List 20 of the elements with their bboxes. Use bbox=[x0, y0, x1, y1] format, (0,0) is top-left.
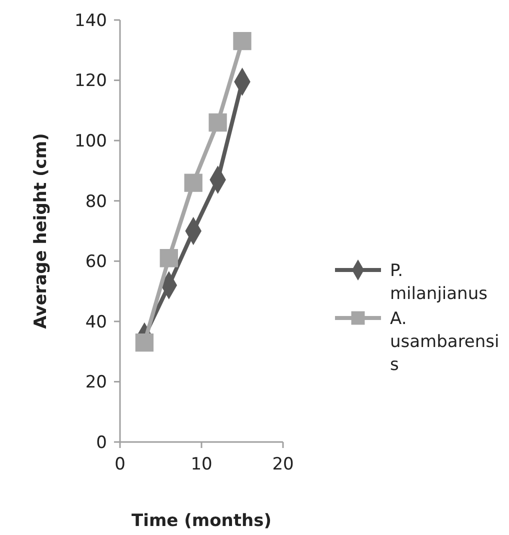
point bbox=[135, 333, 154, 352]
y-tick-label: 120 bbox=[74, 71, 107, 92]
x-tick-label: 20 bbox=[272, 454, 294, 475]
y-tick-label: 80 bbox=[85, 192, 107, 212]
y-tick-label: 40 bbox=[85, 312, 107, 332]
y-tick-label: 140 bbox=[74, 10, 107, 31]
point bbox=[184, 174, 202, 192]
y-tick-label: 0 bbox=[96, 432, 107, 453]
x-tick-label: 10 bbox=[190, 454, 212, 475]
point bbox=[233, 32, 252, 50]
y-tick-label: 20 bbox=[85, 372, 107, 393]
point bbox=[208, 113, 227, 132]
y-axis-title: Average height (cm) bbox=[31, 133, 51, 329]
x-tick-label: 0 bbox=[114, 454, 126, 475]
point bbox=[160, 249, 178, 268]
legend-label: A. usambarensis bbox=[390, 308, 500, 375]
y-tick-label: 60 bbox=[85, 252, 107, 272]
y-tick-label: 100 bbox=[74, 132, 107, 152]
legend-label: P. milanjianus bbox=[390, 260, 488, 304]
x-axis-title: Time (months) bbox=[132, 511, 272, 531]
